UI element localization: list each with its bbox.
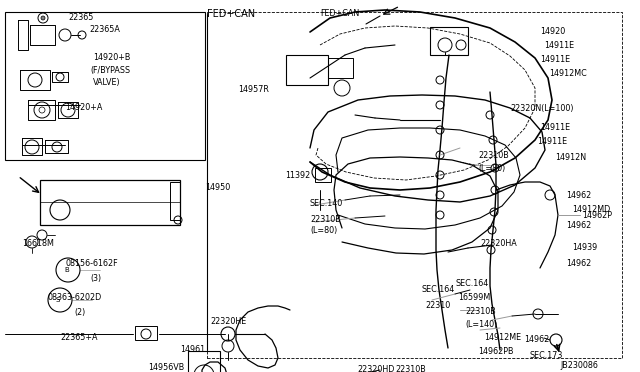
Text: 08156-6162F: 08156-6162F [66, 260, 118, 269]
Text: 14939: 14939 [572, 244, 597, 253]
Bar [328, 58, 353, 78]
Text: 14957R: 14957R [238, 86, 269, 94]
Text: 14962P: 14962P [582, 211, 612, 219]
Text: B: B [64, 267, 68, 273]
Text: JB230086: JB230086 [560, 362, 598, 371]
Bar [40, 180, 180, 225]
Bar [430, 27, 468, 55]
Text: 08363-6202D: 08363-6202D [48, 294, 102, 302]
Text: 16599M: 16599M [458, 294, 490, 302]
Text: 14912ME: 14912ME [484, 334, 521, 343]
Text: 14962: 14962 [524, 336, 549, 344]
Text: 14911E: 14911E [540, 124, 570, 132]
Text: 22365A: 22365A [89, 26, 120, 35]
Text: FED+CAN: FED+CAN [207, 9, 255, 19]
Text: (L=80): (L=80) [310, 225, 337, 234]
Text: 22310B: 22310B [395, 366, 426, 372]
Text: 22320HA: 22320HA [480, 240, 516, 248]
Bar [135, 326, 157, 340]
Text: SEC.164: SEC.164 [456, 279, 489, 289]
Bar [286, 55, 328, 85]
Text: 14962: 14962 [566, 221, 591, 230]
Text: 22310B: 22310B [478, 151, 509, 160]
Text: 22320HD: 22320HD [357, 366, 394, 372]
Text: (F/BYPASS: (F/BYPASS [90, 67, 130, 76]
Text: FED+CAN: FED+CAN [320, 10, 359, 19]
Text: 22310B: 22310B [465, 308, 496, 317]
Text: 14962: 14962 [566, 192, 591, 201]
Text: 14962PB: 14962PB [478, 347, 513, 356]
Text: SEC.164: SEC.164 [422, 285, 455, 295]
Text: 22310: 22310 [425, 301, 451, 310]
Bar [5, 12, 205, 160]
Text: 14911E: 14911E [544, 42, 574, 51]
Text: (L=80): (L=80) [478, 164, 505, 173]
Text: 22310B: 22310B [310, 215, 340, 224]
Text: 14912N: 14912N [555, 154, 586, 163]
Text: SEC.140: SEC.140 [310, 199, 343, 208]
Text: 22365+A: 22365+A [60, 333, 97, 341]
Text: 14911E: 14911E [537, 138, 567, 147]
Text: 11392: 11392 [285, 170, 310, 180]
Text: 16618M: 16618M [22, 240, 54, 248]
Text: 22320N(L=100): 22320N(L=100) [510, 103, 573, 112]
Bar [315, 168, 331, 182]
Text: 14920: 14920 [540, 28, 565, 36]
Text: (2): (2) [74, 308, 85, 317]
Text: 14912MD: 14912MD [572, 205, 611, 215]
Bar [170, 182, 180, 220]
Text: SEC.173: SEC.173 [530, 352, 563, 360]
Circle shape [41, 16, 45, 20]
Text: 22365: 22365 [68, 13, 93, 22]
Text: 14961: 14961 [180, 344, 205, 353]
Text: 22320HE: 22320HE [210, 317, 246, 327]
Text: (L=140): (L=140) [465, 321, 497, 330]
Text: S: S [55, 297, 60, 303]
Text: 14962: 14962 [566, 260, 591, 269]
Text: 14920+A: 14920+A [65, 103, 102, 112]
Text: 14911E: 14911E [540, 55, 570, 64]
Bar [207, 12, 622, 358]
Text: 14956VB: 14956VB [148, 362, 184, 372]
Text: 14920+B: 14920+B [93, 54, 131, 62]
Text: (3): (3) [90, 273, 101, 282]
Text: 14912MC: 14912MC [549, 68, 587, 77]
Text: 14950: 14950 [205, 183, 230, 192]
Text: VALVE): VALVE) [93, 78, 120, 87]
Bar [188, 351, 220, 372]
